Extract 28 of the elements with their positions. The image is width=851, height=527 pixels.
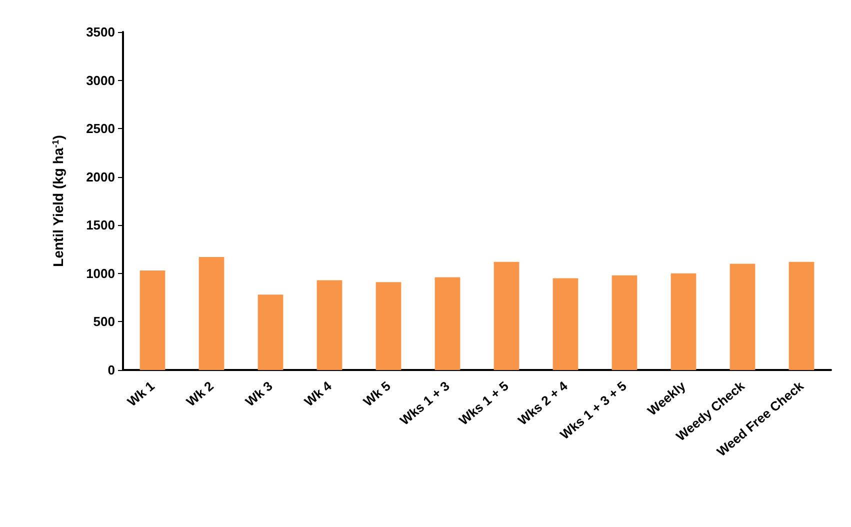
bar bbox=[788, 262, 814, 370]
y-tick-label: 2500 bbox=[86, 121, 115, 136]
bar bbox=[434, 277, 460, 370]
bar bbox=[552, 278, 578, 370]
bar bbox=[140, 270, 166, 370]
bar bbox=[198, 257, 224, 370]
y-tick-label: 500 bbox=[93, 314, 115, 330]
x-tick-label: Wk 2 bbox=[183, 378, 216, 410]
y-axis-title: Lentil Yield (kg ha-1) bbox=[50, 135, 66, 267]
x-tick-label: Wk 1 bbox=[124, 378, 158, 410]
x-tick-label: Wk 5 bbox=[360, 378, 394, 410]
x-tick-label: Wk 3 bbox=[242, 378, 276, 410]
y-tick-label: 1500 bbox=[86, 218, 115, 233]
bar bbox=[730, 264, 756, 370]
bar bbox=[258, 294, 284, 370]
bar bbox=[612, 275, 638, 370]
bar bbox=[670, 273, 696, 370]
y-tick-label: 2000 bbox=[86, 169, 115, 184]
bar bbox=[376, 282, 402, 370]
y-tick-label: 1000 bbox=[86, 266, 115, 281]
x-tick-label: Wks 1 + 3 bbox=[397, 378, 452, 428]
bar bbox=[316, 280, 342, 370]
y-tick-label: 0 bbox=[108, 362, 115, 378]
y-tick-label: 3000 bbox=[86, 72, 115, 88]
y-tick-label: 3500 bbox=[86, 24, 115, 40]
x-tick-label: Wk 4 bbox=[301, 378, 335, 410]
x-tick-label: Wks 1 + 5 bbox=[456, 378, 512, 428]
bar bbox=[494, 262, 520, 370]
